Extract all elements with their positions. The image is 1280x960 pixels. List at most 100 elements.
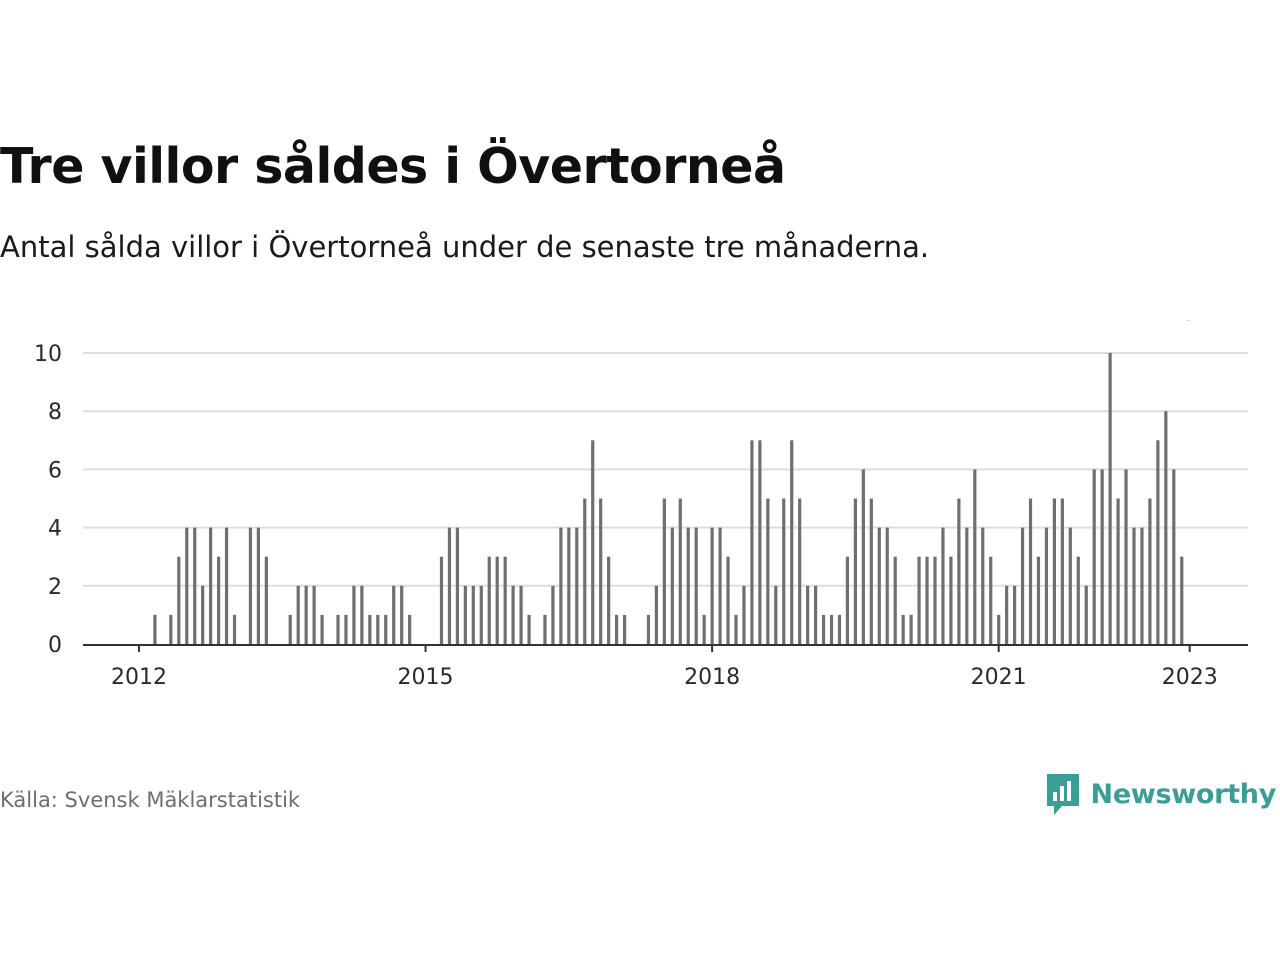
bar [1108,353,1112,644]
bar [774,585,778,644]
bar [957,498,961,644]
bar [718,527,722,644]
bar [806,585,810,644]
bar [264,556,268,644]
bar [622,614,627,644]
bar [1013,585,1017,644]
bar [941,527,945,644]
bar [479,585,483,644]
y-tick: 4 [48,517,62,542]
bar [1084,585,1088,644]
bar [798,498,802,644]
brand-name: Newsworthy [1090,778,1277,810]
bar [710,527,714,644]
bar [646,614,651,644]
bar [837,614,842,644]
x-tick-label: 2015 [398,665,454,690]
source-note: Källa: Svensk Mäklarstatistik [0,788,301,812]
bar [790,440,794,644]
bar [487,556,491,644]
y-tick: 6 [48,458,62,483]
x-tick: 2021 [971,645,1027,690]
bar [519,585,523,644]
bar [153,614,157,644]
bar [384,614,388,644]
y-tick-label: 10 [34,342,62,367]
chart-subtitle: Antal sålda villor i Övertorneå under de… [0,230,930,264]
bar [527,614,531,644]
bar [615,614,619,644]
y-tick: 0 [48,633,62,658]
bar [169,614,173,644]
bar [686,527,690,644]
bar [694,527,698,644]
bar [336,614,340,644]
bar [217,556,221,644]
bar [965,527,969,644]
bar [1132,527,1136,644]
bar [989,556,993,644]
bar [607,556,611,644]
highlight-value-label: 3 [1183,320,1197,326]
bar [224,527,229,644]
bar [376,614,380,644]
x-tick: 2015 [398,645,454,690]
bar [1060,498,1064,644]
bar [893,556,897,644]
bar [352,585,356,644]
bar [909,614,913,644]
x-tick-label: 2021 [971,665,1027,690]
bar [814,585,818,644]
bar [1164,411,1168,644]
x-tick-label: 2012 [111,665,167,690]
bar [1148,498,1152,644]
bar [296,585,300,644]
bar [360,585,364,644]
bar [1036,556,1041,644]
y-tick: 2 [48,575,62,600]
bar [901,614,905,644]
bar [599,498,603,644]
bars [153,353,1184,644]
bar [583,498,587,644]
bar [344,614,348,644]
bar [567,527,571,644]
bar [734,614,738,644]
bar [575,527,579,644]
bar [654,585,658,644]
bar [758,440,762,644]
bar [997,614,1001,644]
bar [1092,469,1096,644]
bar [1140,527,1144,644]
bar [949,556,953,644]
bar [981,527,985,644]
bar [853,498,857,644]
bar [559,527,563,644]
bar [248,527,253,644]
y-tick-label: 0 [48,633,62,658]
bar [201,585,205,644]
bar [288,614,292,644]
bar [670,527,674,644]
bar [742,585,746,644]
x-tick: 2012 [111,645,167,690]
bar [845,556,850,644]
bar [702,614,706,644]
bar [750,440,754,644]
bar [463,585,467,644]
annotations: 3 [1181,320,1199,328]
bar [511,585,515,644]
x-tick-label: 2018 [684,665,740,690]
y-tick-label: 4 [48,517,62,542]
bar [447,527,452,644]
bar [821,614,826,644]
bar [455,527,459,644]
bar [471,585,475,644]
x-tick-label: 2023 [1162,665,1218,690]
bar [256,527,260,644]
bar [1124,469,1128,644]
bar [312,585,316,644]
bar [320,614,324,644]
bar [503,556,507,644]
bar [766,498,770,644]
